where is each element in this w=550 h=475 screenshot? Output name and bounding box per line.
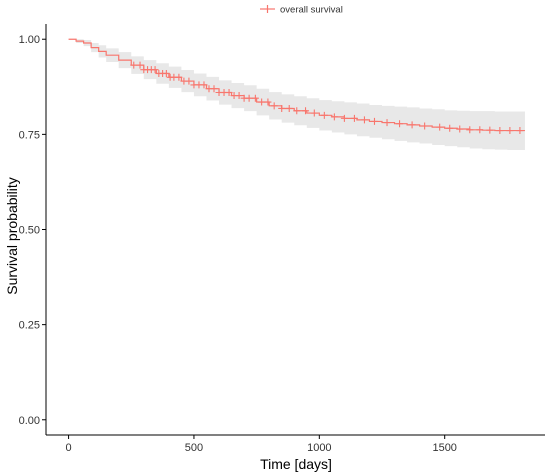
x-tick-label: 0 (66, 442, 72, 454)
confidence-band (68, 39, 525, 151)
legend: overall survival (260, 5, 343, 16)
censor-mark (320, 111, 328, 119)
censor-mark (285, 104, 293, 112)
censor-mark (302, 107, 310, 115)
censor-mark (130, 61, 138, 69)
legend-label-overall-survival: overall survival (280, 5, 343, 16)
y-tick-label: 0.25 (19, 320, 40, 332)
y-tick-label: 1.00 (19, 34, 40, 46)
y-axis-ticks: 0.00 0.25 0.50 0.75 1.00 (19, 34, 46, 427)
censor-mark (235, 92, 243, 100)
censor-mark (200, 81, 208, 89)
censor-mark (456, 125, 464, 133)
y-tick-label: 0.00 (19, 415, 40, 427)
censor-mark (225, 89, 233, 96)
censor-mark (446, 124, 454, 132)
censor-mark (383, 119, 391, 127)
censor-mark (466, 126, 474, 134)
censor-mark (436, 123, 444, 131)
axes: 0.00 0.25 0.50 0.75 1.00 0 500 1000 1500 (19, 24, 545, 454)
censor-mark (270, 102, 278, 110)
censor-mark (278, 104, 286, 112)
y-axis-title: Survival probability (4, 177, 20, 295)
y-tick-label: 0.50 (19, 225, 40, 237)
plot-area (68, 38, 525, 151)
censor-mark (360, 116, 368, 124)
censor-mark (151, 66, 159, 74)
censor-mark (340, 114, 348, 122)
x-tick-label: 1000 (307, 442, 331, 454)
x-axis-ticks: 0 500 1000 1500 (66, 435, 457, 454)
censor-mark (162, 69, 170, 77)
censor-mark (330, 113, 338, 121)
censor-mark (496, 127, 504, 135)
censor-mark (175, 73, 183, 81)
x-tick-label: 1500 (432, 442, 456, 454)
censor-mark (185, 77, 193, 85)
censor-mark (264, 98, 272, 106)
censor-mark (396, 120, 404, 128)
censor-mark (421, 122, 429, 130)
x-tick-label: 500 (185, 442, 203, 454)
censor-mark (258, 98, 266, 106)
censor-mark (210, 85, 218, 93)
censor-mark (506, 127, 514, 135)
censor-mark (408, 121, 416, 129)
censor-mark (310, 109, 318, 117)
y-tick-label: 0.75 (19, 129, 40, 141)
censor-mark (136, 61, 144, 69)
censor-mark (251, 94, 259, 102)
censor-mark (350, 114, 358, 122)
censor-mark (516, 127, 524, 135)
censor-marks (130, 61, 524, 135)
censor-mark (293, 107, 301, 115)
x-axis-title: Time [days] (260, 456, 332, 472)
censor-mark (476, 126, 484, 134)
censor-mark (486, 126, 494, 134)
censor-mark (370, 117, 378, 125)
censor-mark (245, 94, 253, 102)
